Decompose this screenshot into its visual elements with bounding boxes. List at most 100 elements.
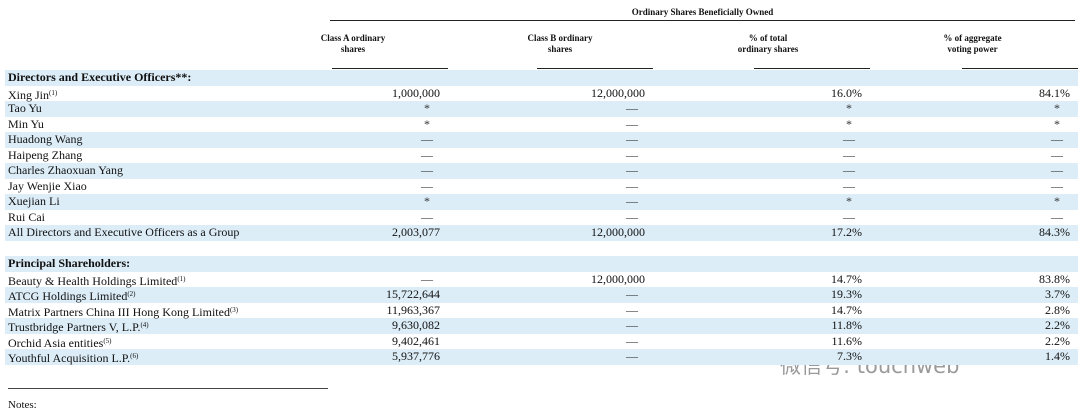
name: Xing Jin (8, 87, 50, 102)
cell-value: — (626, 302, 638, 317)
cell-value: 2.2% (1045, 333, 1070, 348)
cell-value: 1.4% (1045, 349, 1070, 363)
row-name: Rui Cai (8, 210, 45, 225)
cell-value: * (846, 116, 852, 131)
name: Beauty & Health Holdings Limited (8, 273, 178, 288)
cell-value: 9,630,082 (392, 318, 440, 332)
name: Orchid Asia entities (8, 335, 104, 350)
row-stripe (5, 70, 1078, 86)
cell-value: * (424, 116, 430, 131)
cell-value: — (626, 194, 638, 208)
cell-value: — (421, 132, 433, 146)
cell-value: 11,963,367 (386, 302, 440, 317)
row-name: Xing Jin(1) (8, 86, 57, 103)
footnote-ref: (3) (229, 305, 239, 314)
row-name: Matrix Partners China III Hong Kong Limi… (8, 303, 238, 320)
row-name: Jay Wenjie Xiao (8, 179, 87, 194)
cell-value: — (1051, 209, 1063, 224)
name: Jay Wenjie Xiao (8, 178, 87, 193)
cell-value: — (421, 178, 433, 193)
cell-value: — (843, 209, 855, 224)
cell-value: — (626, 101, 638, 115)
rule (754, 68, 870, 69)
row-name: All Directors and Executive Officers as … (8, 225, 239, 240)
footnote-ref: (1) (177, 274, 186, 283)
cell-value: 12,000,000 (591, 85, 645, 100)
cell-value: 14.7% (831, 271, 862, 286)
name: Rui Cai (8, 209, 46, 224)
cell-value: 83.8% (1039, 271, 1070, 286)
name: Haipeng Zhang (8, 147, 83, 162)
cell-value: — (843, 163, 855, 177)
footnote-ref: (5) (103, 336, 112, 345)
row-name: ATCG Holdings Limited(2) (8, 287, 136, 304)
name: ATCG Holdings Limited (8, 289, 128, 303)
cell-value: — (626, 116, 638, 131)
name: Huadong Wang (8, 132, 83, 146)
column-header: % of aggregate voting power (943, 33, 1002, 54)
cell-value: — (421, 147, 433, 162)
footnote-ref: (1) (49, 88, 58, 97)
notes-label: Notes: (8, 399, 37, 411)
cell-value: * (1054, 116, 1060, 131)
cell-value: 2,003,077 (392, 225, 440, 239)
footnote-ref: (6) (130, 352, 139, 360)
row-name: Haipeng Zhang (8, 148, 82, 163)
row-name: Beauty & Health Holdings Limited(1) (8, 272, 185, 289)
cell-value: 19.3% (831, 287, 862, 301)
column-group: Ordinary Shares Beneficially Owned (631, 7, 774, 17)
cell-value: 2.8% (1045, 302, 1070, 317)
cell-value: 16.0% (831, 85, 862, 100)
cell-value: 11.6% (831, 333, 862, 348)
column-header: % of total ordinary shares (737, 33, 799, 54)
name: Matrix Partners China III Hong Kong Limi… (8, 304, 230, 319)
cell-value: — (843, 132, 855, 146)
rule (332, 68, 448, 69)
cell-value: — (626, 318, 638, 332)
cell-value: — (626, 178, 638, 193)
cell-value: — (421, 209, 433, 224)
row-name: Huadong Wang (8, 132, 82, 147)
rule (962, 68, 1078, 69)
row-name: Trustbridge Partners V, L.P.(4) (8, 318, 149, 335)
rule (330, 20, 1075, 21)
cell-value: 1,000,000 (392, 85, 440, 100)
cell-value: 3.7% (1045, 287, 1070, 301)
cell-value: — (1051, 163, 1063, 177)
cell-value: 17.2% (831, 225, 862, 239)
cell-value: 5,937,776 (392, 349, 440, 363)
name: Trustbridge Partners V, L.P. (8, 320, 141, 334)
cell-value: — (843, 178, 855, 193)
row-stripe (5, 101, 1078, 117)
cell-value: 84.1% (1039, 85, 1070, 100)
cell-value: — (421, 271, 433, 286)
cell-value: 9,402,461 (392, 333, 440, 348)
cell-value: 84.3% (1039, 225, 1070, 239)
cell-value: 2.2% (1045, 318, 1070, 332)
cell-value: — (626, 209, 638, 224)
row-stripe (5, 163, 1078, 179)
section-title: Principal Shareholders: (8, 256, 131, 270)
row-stripe (5, 132, 1078, 148)
cell-value: — (626, 147, 638, 162)
cell-value: — (1051, 147, 1063, 162)
cell-value: 14.7% (831, 302, 862, 317)
cell-value: * (846, 101, 852, 115)
row-name: Youthful Acquisition L.P.(6) (8, 349, 138, 366)
rule (8, 388, 328, 389)
name: Xuejian Li (8, 194, 60, 208)
row-stripe (5, 287, 1078, 303)
cell-value: * (424, 101, 430, 115)
cell-value: 11.8% (831, 318, 862, 332)
cell-value: 7.3% (837, 349, 862, 363)
cell-value: 15,722,644 (386, 287, 440, 301)
rule (537, 68, 653, 69)
row-name: Xuejian Li (8, 194, 60, 209)
name: Tao Yu (8, 101, 42, 115)
name: All Directors and Executive Officers as … (8, 225, 240, 239)
cell-value: * (1054, 194, 1060, 208)
column-header: Class B ordinary shares (527, 33, 593, 54)
row-stripe (5, 194, 1078, 210)
row-name: Min Yu (8, 117, 44, 132)
